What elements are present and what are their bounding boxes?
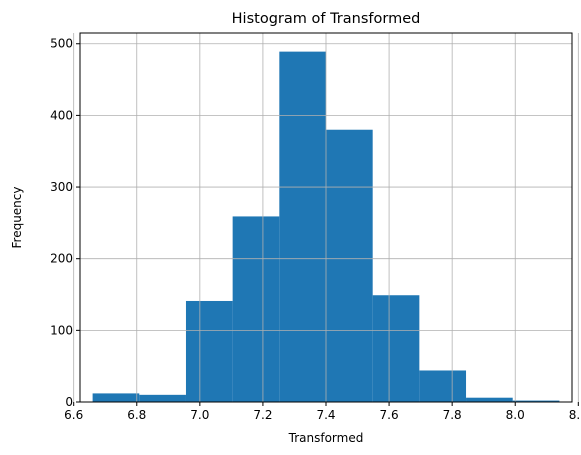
histogram-bar-4: [279, 51, 326, 403]
histogram-bar-8: [466, 397, 513, 402]
histogram-bar-2: [185, 300, 233, 402]
x-tick-label-0: 6.6: [64, 408, 83, 422]
grid-layer: [73, 33, 579, 403]
y-axis-title: Frequency: [10, 187, 24, 249]
x-tick-label-3: 7.2: [253, 408, 272, 422]
histogram-bar-6: [372, 295, 420, 402]
ticks-layer: 6.6 6.8 7.0 7.2 7.4 7.6 7.8 8.0 8.2 0 100 200 300 400…: [50, 37, 581, 422]
histogram-bar-9: [512, 400, 560, 402]
x-axis-title: Transformed: [288, 431, 364, 445]
histogram-bar-3: [232, 216, 280, 402]
histogram-bar-0: [92, 393, 140, 402]
y-tick-label-3: 300: [50, 180, 73, 194]
x-tick-label-6: 7.8: [443, 408, 462, 422]
x-tick-label-4: 7.4: [316, 408, 335, 422]
histogram-bar-5: [326, 129, 373, 402]
x-tick-label-7: 8.0: [506, 408, 525, 422]
y-tick-label-1: 100: [50, 323, 73, 337]
y-tick-label-4: 400: [50, 108, 73, 122]
y-tick-label-5: 500: [50, 37, 73, 51]
histogram-bar-1: [139, 394, 186, 402]
x-tick-label-5: 7.6: [380, 408, 399, 422]
bars-layer: [92, 51, 560, 403]
y-tick-label-2: 200: [50, 252, 73, 266]
x-tick-label-1: 6.8: [127, 408, 146, 422]
x-tick-label-2: 7.0: [190, 408, 209, 422]
chart-title: Histogram of Transformed: [232, 11, 421, 27]
x-tick-label-8: 8.2: [569, 408, 581, 422]
histogram-bar-7: [419, 370, 467, 402]
y-tick-label-0: 0: [65, 395, 73, 409]
